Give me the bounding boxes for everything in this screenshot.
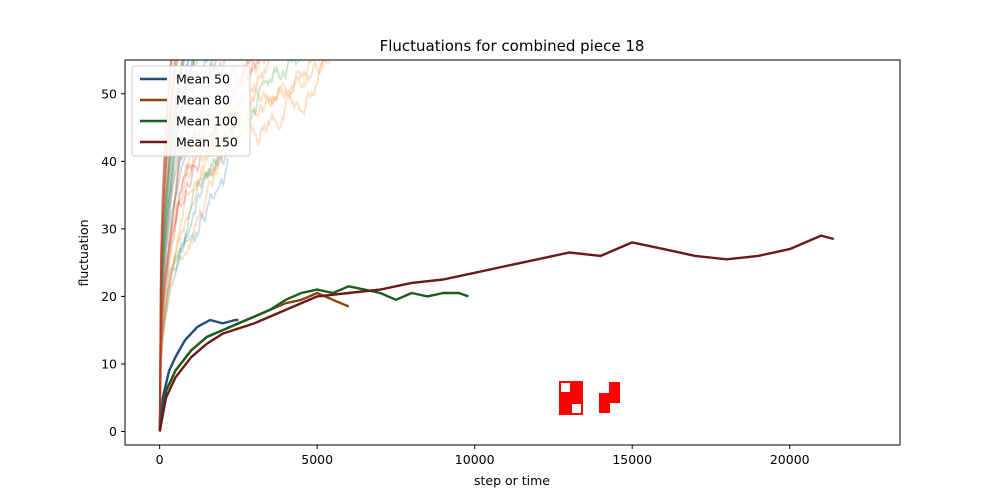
x-tick-label: 0: [156, 452, 164, 467]
background-trace: [158, 60, 189, 432]
background-traces-group: [158, 60, 300, 432]
legend-box: [131, 65, 251, 157]
chart-title: Fluctuations for combined piece 18: [380, 37, 645, 55]
series-line-mean-100: [158, 285, 469, 432]
background-trace: [158, 123, 235, 432]
background-trace: [158, 158, 229, 432]
y-axis-label: fluctuation: [76, 219, 91, 286]
piece-annotation: [559, 381, 620, 415]
piece-block: [599, 393, 610, 413]
background-trace: [158, 60, 300, 432]
x-axis-label: step or time: [474, 473, 550, 488]
axes-frame: [124, 59, 901, 446]
piece-hole: [572, 404, 581, 413]
x-tick-label: 20000: [770, 452, 810, 467]
x-axis: 0 5000 10000 15000 20000: [156, 445, 810, 467]
legend-entry-label: Mean 80: [176, 93, 230, 108]
background-trace: [158, 60, 190, 432]
legend-entry-label: Mean 50: [176, 72, 230, 87]
y-axis: 0 10 20 30 40 50: [101, 86, 125, 439]
legend-entry-label: Mean 150: [176, 135, 238, 150]
background-trace: [158, 60, 248, 432]
y-tick-label: 10: [101, 356, 117, 371]
x-tick-label: 10000: [455, 452, 495, 467]
y-tick-label: 40: [101, 154, 117, 169]
series-line-mean-150: [158, 234, 835, 432]
y-tick-label: 30: [101, 221, 117, 236]
y-tick-label: 20: [101, 289, 117, 304]
x-tick-label: 5000: [301, 452, 333, 467]
series-line-mean-50: [158, 318, 239, 432]
y-tick-label: 0: [109, 424, 117, 439]
legend: Mean 50 Mean 80 Mean 100 Mean 150: [131, 65, 251, 157]
y-tick-label: 50: [101, 86, 117, 101]
piece-hole: [561, 383, 570, 392]
legend-entry-label: Mean 100: [176, 114, 238, 129]
piece-block: [609, 382, 620, 403]
x-tick-label: 15000: [612, 452, 652, 467]
